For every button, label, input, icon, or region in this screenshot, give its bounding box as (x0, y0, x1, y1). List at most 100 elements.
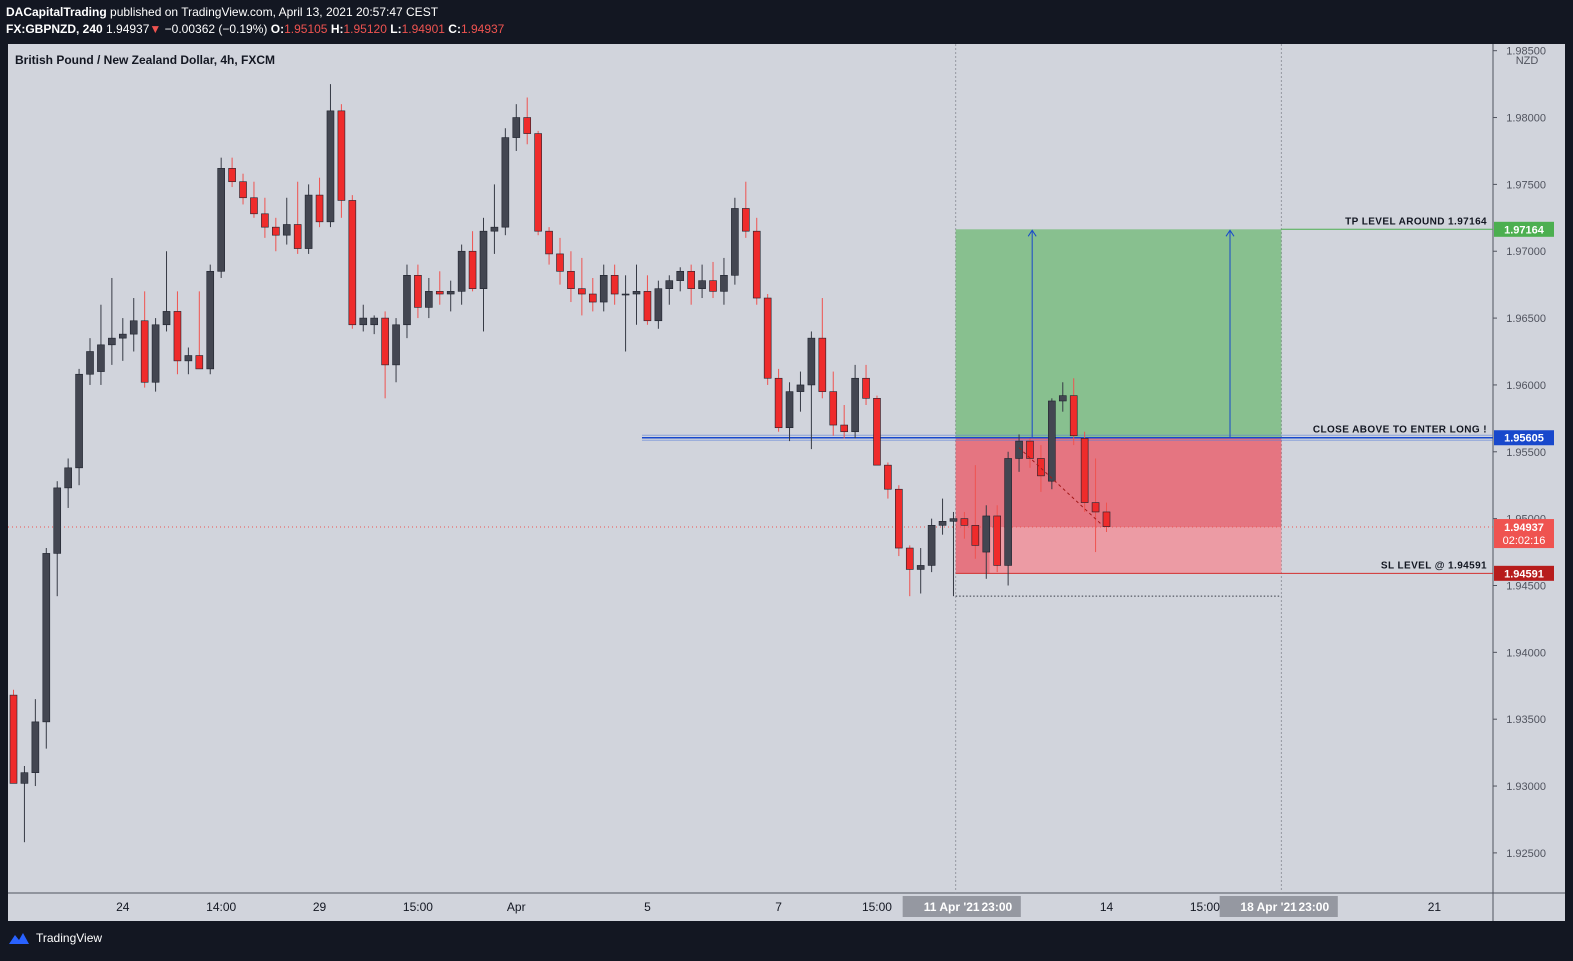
candle[interactable] (960, 511, 969, 539)
candle[interactable] (752, 217, 761, 305)
candle[interactable] (425, 277, 433, 319)
candle[interactable] (982, 505, 991, 579)
candle[interactable] (545, 227, 553, 265)
candle[interactable] (64, 458, 72, 508)
candle[interactable] (742, 181, 750, 238)
candle[interactable] (129, 298, 138, 352)
candle[interactable] (621, 275, 630, 352)
candle[interactable] (578, 257, 586, 316)
candle[interactable] (1004, 451, 1012, 586)
candle[interactable] (446, 280, 455, 312)
candle[interactable] (293, 181, 302, 254)
candle[interactable] (435, 271, 444, 305)
candle[interactable] (31, 699, 40, 787)
candle[interactable] (272, 217, 280, 252)
candle[interactable] (468, 231, 477, 292)
candle[interactable] (676, 267, 685, 292)
candle[interactable] (75, 368, 83, 486)
candle[interactable] (709, 261, 717, 299)
candle[interactable] (9, 689, 18, 784)
candle[interactable] (796, 371, 805, 412)
candle[interactable] (195, 291, 204, 370)
candle[interactable] (414, 264, 422, 319)
tradingview-brand[interactable]: TradingView (8, 931, 102, 945)
candle[interactable] (86, 338, 94, 385)
candle[interactable] (184, 347, 193, 375)
candle[interactable] (567, 251, 575, 303)
candle[interactable] (370, 315, 378, 335)
author-name[interactable]: DACapitalTrading (6, 5, 107, 19)
candle[interactable] (282, 197, 291, 245)
candle[interactable] (807, 331, 816, 450)
candle[interactable] (501, 128, 510, 236)
candle[interactable] (250, 181, 258, 218)
candle[interactable] (643, 275, 652, 325)
candle[interactable] (381, 311, 389, 399)
candle[interactable] (763, 294, 772, 385)
candle[interactable] (687, 264, 695, 305)
candle[interactable] (829, 371, 838, 436)
candle[interactable] (873, 395, 881, 466)
candle[interactable] (1015, 434, 1023, 472)
candle[interactable] (228, 157, 236, 188)
candle[interactable] (140, 291, 149, 388)
candle[interactable] (720, 257, 728, 305)
candle[interactable] (895, 485, 903, 557)
candle[interactable] (840, 404, 848, 439)
candle[interactable] (457, 244, 466, 305)
candle[interactable] (851, 364, 859, 439)
price-axis[interactable] (1493, 44, 1565, 893)
candle[interactable] (162, 251, 171, 332)
candle[interactable] (173, 291, 182, 375)
candle[interactable] (479, 217, 488, 332)
candle[interactable] (632, 264, 641, 325)
candle[interactable] (1048, 398, 1056, 490)
candle[interactable] (884, 462, 892, 499)
candle[interactable] (217, 157, 225, 278)
candle[interactable] (993, 505, 1002, 573)
candle[interactable] (304, 184, 313, 254)
candle[interactable] (119, 318, 127, 361)
candle[interactable] (326, 84, 335, 228)
candle[interactable] (731, 197, 739, 285)
candle[interactable] (403, 264, 411, 339)
candle[interactable] (20, 765, 29, 843)
candle[interactable] (1091, 458, 1100, 553)
candle[interactable] (1026, 438, 1034, 468)
candle[interactable] (774, 368, 783, 432)
candle[interactable] (665, 275, 674, 305)
candle[interactable] (239, 173, 247, 205)
candle[interactable] (1102, 502, 1111, 533)
candle[interactable] (698, 264, 706, 299)
candle[interactable] (654, 280, 663, 329)
candle[interactable] (588, 277, 597, 312)
candle[interactable] (97, 304, 105, 385)
candle[interactable] (151, 318, 160, 392)
candle[interactable] (512, 104, 521, 151)
candle[interactable] (949, 511, 958, 597)
candle[interactable] (916, 548, 925, 594)
candle[interactable] (108, 277, 116, 365)
candle[interactable] (315, 177, 324, 228)
candle[interactable] (1080, 431, 1089, 512)
candle[interactable] (206, 264, 215, 375)
candle[interactable] (610, 264, 619, 305)
candle[interactable] (785, 382, 794, 442)
candle[interactable] (971, 465, 980, 559)
candle[interactable] (1069, 378, 1078, 446)
candle[interactable] (490, 184, 499, 254)
candle[interactable] (938, 498, 947, 535)
candle[interactable] (42, 548, 51, 749)
candle[interactable] (905, 545, 914, 597)
candle[interactable] (599, 264, 608, 312)
candle[interactable] (1058, 382, 1067, 412)
candle[interactable] (862, 364, 870, 405)
candle[interactable] (261, 197, 269, 238)
candle[interactable] (927, 518, 936, 573)
profit-zone[interactable] (955, 229, 1282, 438)
candle[interactable] (53, 481, 62, 597)
candle[interactable] (556, 237, 564, 285)
candle[interactable] (392, 318, 400, 383)
candle[interactable] (337, 104, 346, 218)
